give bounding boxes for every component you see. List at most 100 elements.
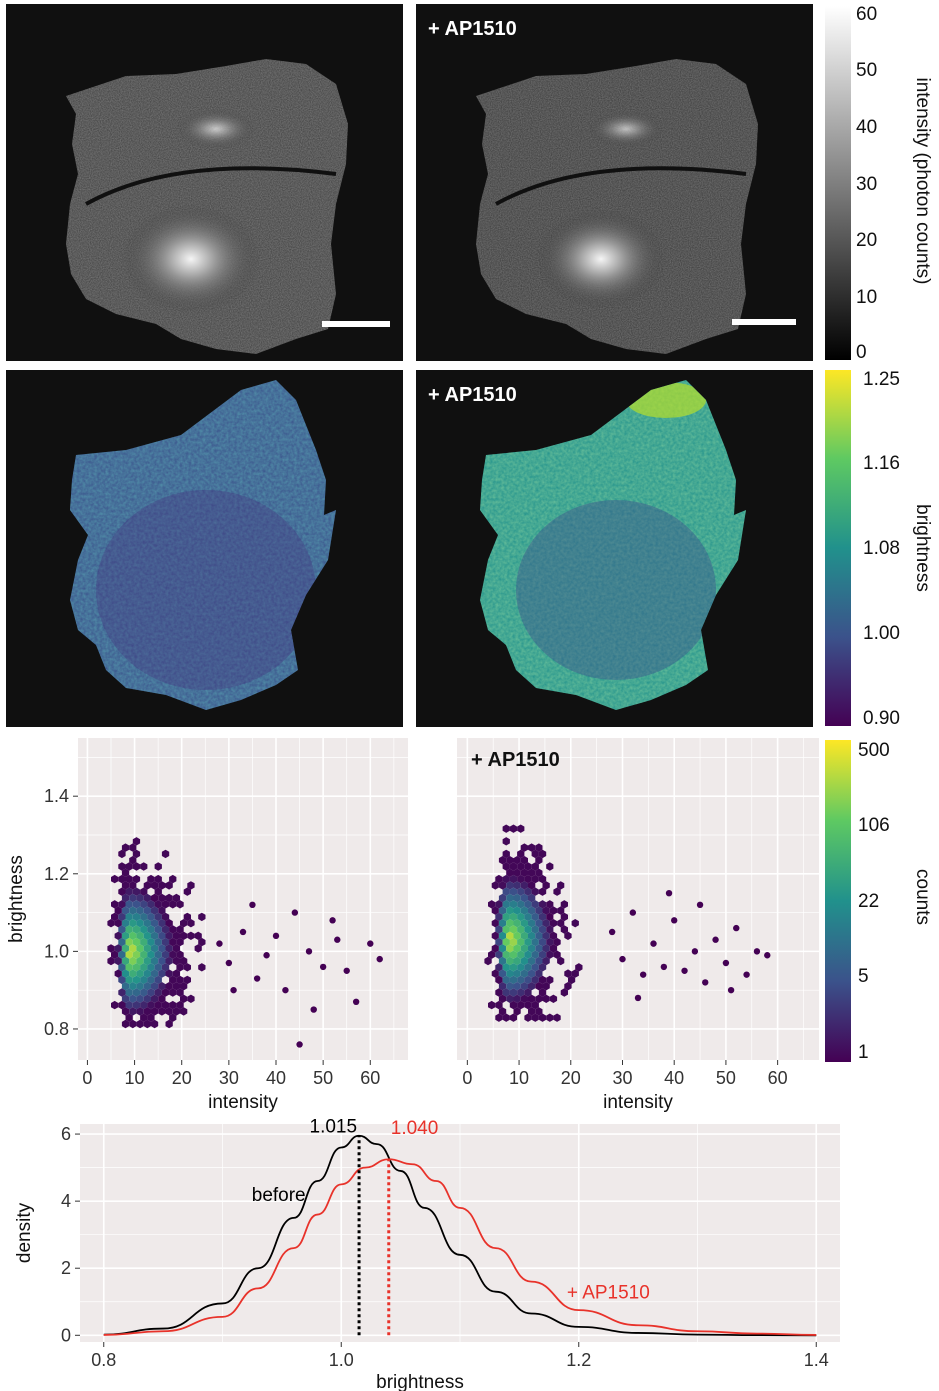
hexbin-cell (154, 887, 162, 896)
hexbin-outlier-point (249, 901, 256, 909)
hexbin-cell (513, 868, 521, 877)
hexbin-cell (528, 994, 536, 1003)
hexbin-cell (118, 937, 126, 947)
hexbin-cell (546, 975, 554, 985)
hexbin-cell (513, 856, 521, 865)
y-tick-label: 4 (61, 1191, 71, 1211)
hexbin-cell (495, 937, 503, 947)
hexbin-cell (165, 1007, 173, 1016)
y-axis-label: brightness (6, 855, 27, 943)
hexbin-cell (165, 1019, 173, 1029)
hexbin-cell (143, 893, 151, 903)
hexbin-cell (158, 969, 166, 978)
hexbin-cell (549, 931, 558, 940)
hexbin-cell (513, 956, 521, 966)
cell-intensity-render (476, 59, 758, 354)
hexbin-cell (121, 868, 130, 877)
hexbin-cell (517, 900, 525, 909)
hexbin-cell (121, 944, 130, 953)
hexbin-cell (542, 881, 550, 890)
hexbin-cell (158, 956, 166, 966)
hexbin-cell (198, 912, 206, 922)
hexbin-cell (498, 956, 507, 966)
hexbin-cell (553, 937, 561, 947)
hexbin-cell (528, 881, 536, 890)
hexbin-cell (509, 912, 518, 922)
hexbin-cell (151, 944, 159, 953)
hexbin-cell (528, 969, 536, 978)
hexbin-plot-before: 0 10 20 30 40 50 60 0.8 1.0 1.2 1.4 intensity bright… (6, 738, 408, 1113)
hexbin-cell (143, 944, 151, 953)
hexbin-cell (114, 969, 122, 978)
x-tick-label: 10 (509, 1068, 529, 1088)
hexbin-cell (531, 963, 539, 972)
hexbin-cell (129, 843, 137, 852)
hexbin-cell (129, 994, 137, 1003)
counts-colorbar-title: counts (912, 869, 933, 925)
hexbin-cell (158, 881, 166, 890)
hexbin-cell (111, 900, 119, 909)
hexbin-cell (118, 874, 126, 884)
hexbin-cell (524, 937, 532, 947)
x-tick-label: 20 (172, 1068, 192, 1088)
hexbin-cell (495, 988, 503, 997)
hexbin-cell (524, 887, 532, 896)
hexbin-cell (140, 1013, 148, 1022)
hexbin-cell (136, 893, 144, 903)
x-tick-label: 0.8 (91, 1350, 116, 1370)
scale-bar (322, 321, 390, 327)
hexbin-cell (198, 937, 206, 947)
hexbin-cell (151, 1019, 159, 1029)
brightness-tick-1-25: 1.25 (863, 369, 900, 390)
hexbin-cell (538, 975, 547, 985)
x-tick-label: 40 (664, 1068, 684, 1088)
hexbin-cell (528, 919, 536, 928)
hexbin-cell (509, 900, 518, 909)
hexbin-cell (154, 937, 162, 947)
hexbin-cell (132, 963, 141, 972)
hexbin-cell (169, 988, 177, 997)
hexbin-cell (517, 975, 525, 985)
hexbin-cell (546, 925, 554, 934)
hexbin-cell (136, 982, 144, 991)
hexbin-cell (165, 982, 173, 991)
hexbin-cell (542, 931, 550, 940)
y-tick-label: 6 (61, 1124, 71, 1144)
hexbin-cell (531, 874, 539, 884)
hexbin-cell (118, 950, 126, 959)
counts-tick-5: 5 (858, 966, 869, 987)
hexbin-cell (546, 912, 554, 922)
hexbin-cell (506, 982, 514, 991)
hexbin-cell (151, 893, 159, 903)
hexbin-cell (169, 1013, 177, 1022)
hexbin-cell (513, 931, 521, 940)
hexbin-cell (180, 982, 188, 991)
hexbin-cell (136, 919, 144, 928)
brightness-image-before (6, 370, 403, 727)
hexbin-cell (509, 925, 518, 934)
hexbin-cell (538, 925, 547, 934)
hexbin-cell (575, 963, 583, 972)
y-tick-label: 1.4 (44, 786, 69, 806)
hexbin-outlier-point (634, 994, 642, 1002)
hexbin-cell (107, 919, 115, 928)
hexbin-cell (136, 1019, 144, 1029)
hexbin-cell (531, 950, 539, 959)
hexbin-cell (513, 1007, 521, 1016)
hexbin-cell (143, 906, 151, 915)
hexbin-cell (161, 963, 170, 972)
hexbin-cell (169, 925, 177, 934)
hexbin-cell (169, 1000, 177, 1010)
hexbin-cell (121, 1007, 130, 1016)
hexbin-cell (560, 912, 568, 922)
hexbin-cell (129, 881, 137, 890)
hexbin-cell (524, 900, 532, 909)
hexbin-outlier-point (608, 928, 616, 936)
hexbin-outlier-point (743, 971, 750, 978)
hexbin-cell (118, 849, 126, 859)
hexbin-cell (542, 956, 550, 966)
hexbin-outlier-point (691, 948, 699, 955)
hexbin-cell (502, 950, 510, 959)
hexbin-cell (176, 925, 184, 934)
hexbin-cell (143, 994, 151, 1003)
